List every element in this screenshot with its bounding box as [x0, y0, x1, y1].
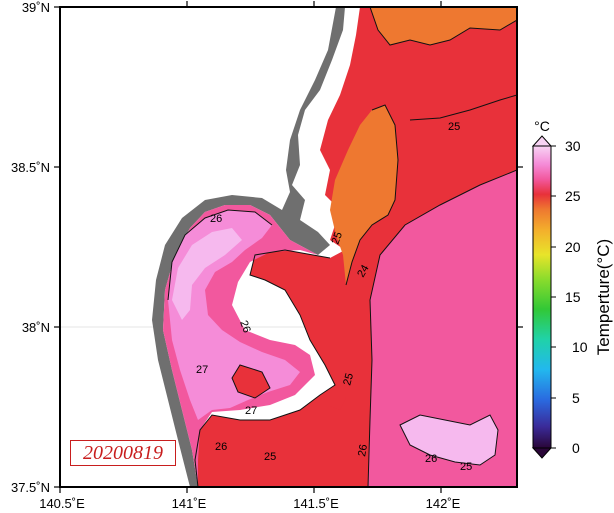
colorbar-tick: 30 [565, 138, 581, 154]
colorbar: °C 30 25 20 15 10 5 0 Temperture(°C) [531, 118, 613, 459]
colorbar-tick: 25 [565, 188, 581, 204]
colorbar-tick: 15 [565, 289, 581, 305]
y-tick-label: 38˚N [22, 320, 50, 335]
contour-label: 26 [210, 213, 222, 225]
contour-label: 25 [341, 372, 356, 387]
sst-patch-red-dot [330, 385, 346, 410]
y-tick-label: 37.5˚N [11, 480, 50, 495]
map-panel: 26 25 24 25 27 27 25 26 26 25 26 26 25 [60, 7, 517, 487]
sst-region-24-north [370, 7, 517, 45]
sst-region-28-southeast [400, 415, 498, 465]
contour-label: 27 [245, 405, 257, 417]
contour-label: 26 [237, 319, 252, 335]
sst-patch-25-small [232, 365, 270, 398]
sst-region-28-west [172, 228, 242, 320]
colorbar-tick: 10 [572, 339, 588, 355]
contour-label: 27 [196, 364, 208, 376]
sst-region-26-east [368, 170, 517, 487]
x-tick-label: 141.5˚E [293, 496, 339, 511]
colorbar-max-arrow [531, 135, 553, 147]
contour-label: 26 [425, 453, 437, 465]
colorbar-title: Temperture(°C) [594, 239, 613, 355]
contour-lines [167, 7, 517, 487]
contour-label: 25 [460, 461, 472, 473]
colorbar-unit: °C [534, 118, 550, 134]
contour-label: 25 [264, 451, 276, 463]
colorbar-bar [532, 145, 552, 449]
sst-region-24-center [330, 105, 398, 285]
contour-label: 26 [356, 443, 370, 457]
colorbar-tick: 0 [572, 440, 580, 456]
contour-label: 24 [355, 263, 372, 280]
colorbar-tick: 5 [572, 390, 580, 406]
date-stamp: 20200819 [70, 440, 176, 466]
y-tick-label: 39˚N [22, 0, 50, 15]
contour-label: 25 [330, 230, 345, 246]
x-tick-label: 140.5˚E [39, 496, 85, 511]
contour-label: 26 [215, 441, 227, 453]
x-tick-label: 141˚E [172, 496, 207, 511]
y-tick-label: 38.5˚N [11, 160, 50, 175]
land-coast [152, 7, 345, 487]
colorbar-tick: 20 [565, 239, 581, 255]
x-tick-label: 142˚E [426, 496, 461, 511]
axis-ticks [54, 1, 523, 493]
contour-label: 25 [448, 121, 460, 133]
colorbar-min-arrow [531, 447, 553, 459]
map-frame [59, 6, 518, 488]
